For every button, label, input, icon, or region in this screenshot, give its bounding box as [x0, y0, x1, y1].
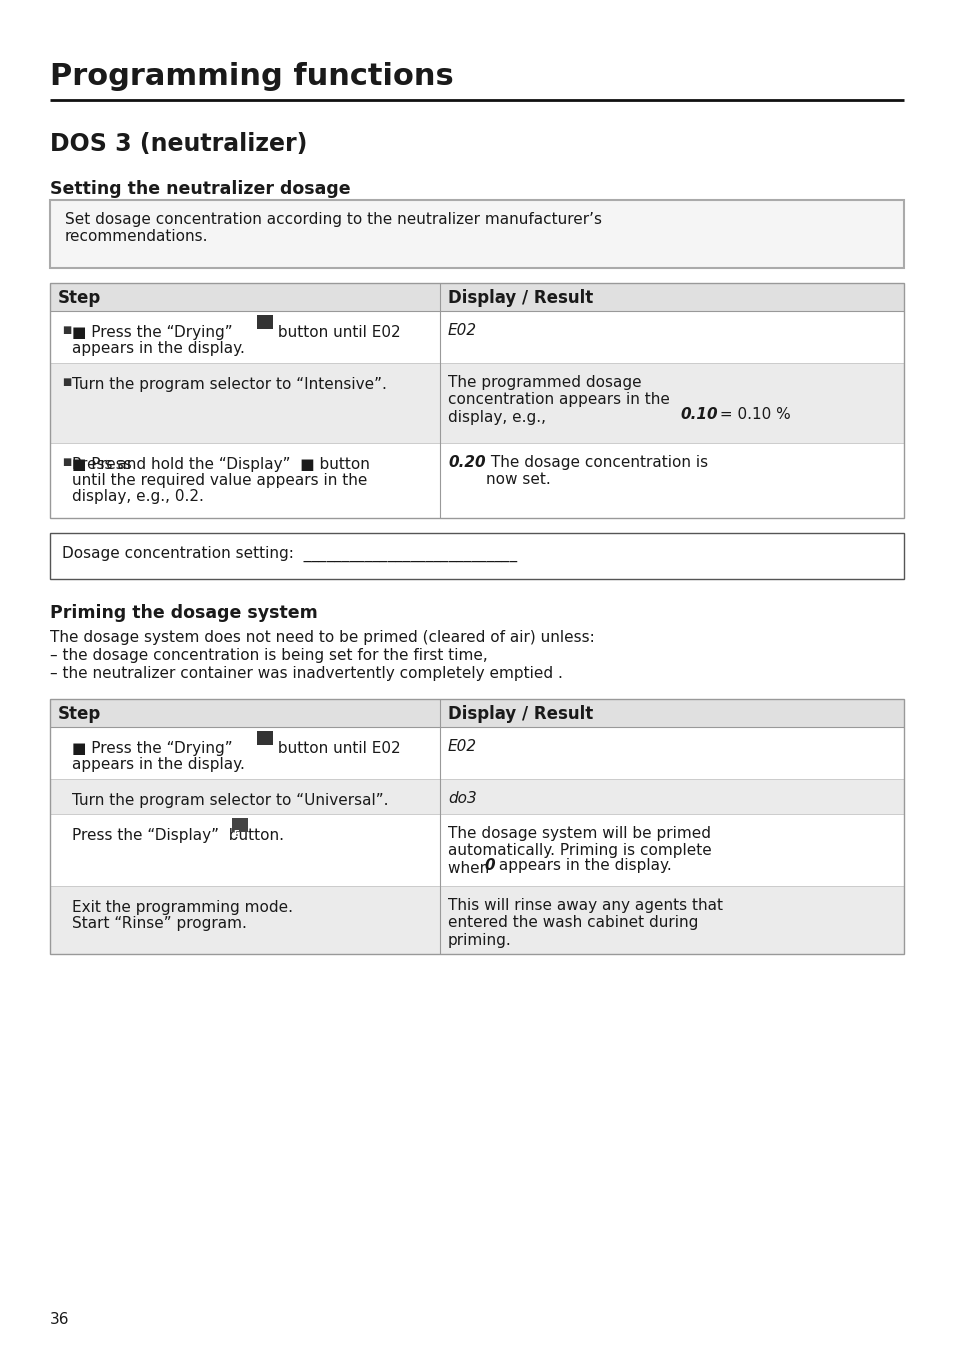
Text: ■: ■	[62, 457, 71, 466]
Bar	[256, 731, 273, 745]
Text: – the dosage concentration is being set for the first time,: – the dosage concentration is being set …	[50, 648, 487, 662]
Bar	[50, 699, 903, 955]
Bar	[50, 727, 903, 779]
Text: Start “Rinse” program.: Start “Rinse” program.	[71, 917, 247, 932]
Text: ■: ■	[62, 377, 71, 387]
Text: The dosage concentration is
now set.: The dosage concentration is now set.	[485, 456, 707, 488]
Text: appears in the display.: appears in the display.	[71, 757, 245, 772]
Text: ■ Press the “Drying”: ■ Press the “Drying”	[71, 324, 237, 339]
Text: Turn the program selector to “Universal”.: Turn the program selector to “Universal”…	[71, 794, 388, 808]
Bar	[50, 779, 903, 814]
Text: E02: E02	[448, 323, 476, 338]
Text: 36: 36	[50, 1311, 70, 1328]
Bar	[50, 886, 903, 955]
Text: Dosage concentration setting:  ____________________________: Dosage concentration setting: __________…	[62, 546, 517, 562]
Text: Press the “Display”  button.: Press the “Display” button.	[71, 827, 284, 844]
Text: – the neutralizer container was inadvertently completely emptied .: – the neutralizer container was inadvert…	[50, 667, 562, 681]
Text: 0: 0	[483, 859, 494, 873]
Text: The dosage system does not need to be primed (cleared of air) unless:: The dosage system does not need to be pr…	[50, 630, 594, 645]
Text: do3: do3	[448, 791, 476, 806]
Bar	[50, 699, 903, 727]
Text: button until E02: button until E02	[273, 741, 400, 756]
Text: Step: Step	[58, 289, 101, 307]
Text: Setting the neutralizer dosage: Setting the neutralizer dosage	[50, 180, 351, 197]
Bar	[256, 315, 273, 329]
Text: E: E	[233, 830, 238, 840]
Text: Set dosage concentration according to the neutralizer manufacturer’s
recommendat: Set dosage concentration according to th…	[65, 212, 601, 245]
Text: Display / Result: Display / Result	[448, 289, 593, 307]
Bar	[50, 311, 903, 362]
Text: 0.10: 0.10	[679, 407, 717, 422]
Text: ■ Press the “Drying”: ■ Press the “Drying”	[71, 741, 237, 756]
Bar	[50, 533, 903, 579]
Text: appears in the display.: appears in the display.	[494, 859, 671, 873]
Text: Display / Result: Display / Result	[448, 704, 593, 723]
Text: DOS 3 (neutralizer): DOS 3 (neutralizer)	[50, 132, 307, 155]
Text: Exit the programming mode.: Exit the programming mode.	[71, 900, 293, 915]
Bar	[50, 443, 903, 518]
Bar	[50, 283, 903, 518]
Text: = 0.10 %: = 0.10 %	[714, 407, 790, 422]
Text: E02: E02	[448, 740, 476, 754]
Bar	[50, 814, 903, 886]
Bar	[232, 818, 248, 831]
Text: Programming functions: Programming functions	[50, 62, 454, 91]
Text: Press and hold the “Display”  ■ button: Press and hold the “Display” ■ button	[71, 457, 370, 472]
Text: until the required value appears in the: until the required value appears in the	[71, 473, 367, 488]
Text: Priming the dosage system: Priming the dosage system	[50, 604, 317, 622]
Text: ■ Press: ■ Press	[71, 457, 132, 472]
Text: appears in the display.: appears in the display.	[71, 341, 245, 356]
Bar	[50, 200, 903, 268]
Text: This will rinse away any agents that
entered the wash cabinet during
priming.: This will rinse away any agents that ent…	[448, 898, 722, 948]
Bar	[50, 362, 903, 443]
Text: Step: Step	[58, 704, 101, 723]
Text: button until E02: button until E02	[273, 324, 400, 339]
Text: ≈: ≈	[258, 744, 267, 753]
Text: display, e.g., 0.2.: display, e.g., 0.2.	[71, 489, 204, 504]
Text: The dosage system will be primed
automatically. Priming is complete
when: The dosage system will be primed automat…	[448, 826, 711, 876]
Text: 0.20: 0.20	[448, 456, 485, 470]
Text: The programmed dosage
concentration appears in the
display, e.g.,: The programmed dosage concentration appe…	[448, 375, 669, 425]
Text: ≈: ≈	[258, 327, 267, 337]
Text: ■: ■	[62, 324, 71, 335]
Text: Turn the program selector to “Intensive”.: Turn the program selector to “Intensive”…	[71, 377, 387, 392]
Bar	[50, 283, 903, 311]
